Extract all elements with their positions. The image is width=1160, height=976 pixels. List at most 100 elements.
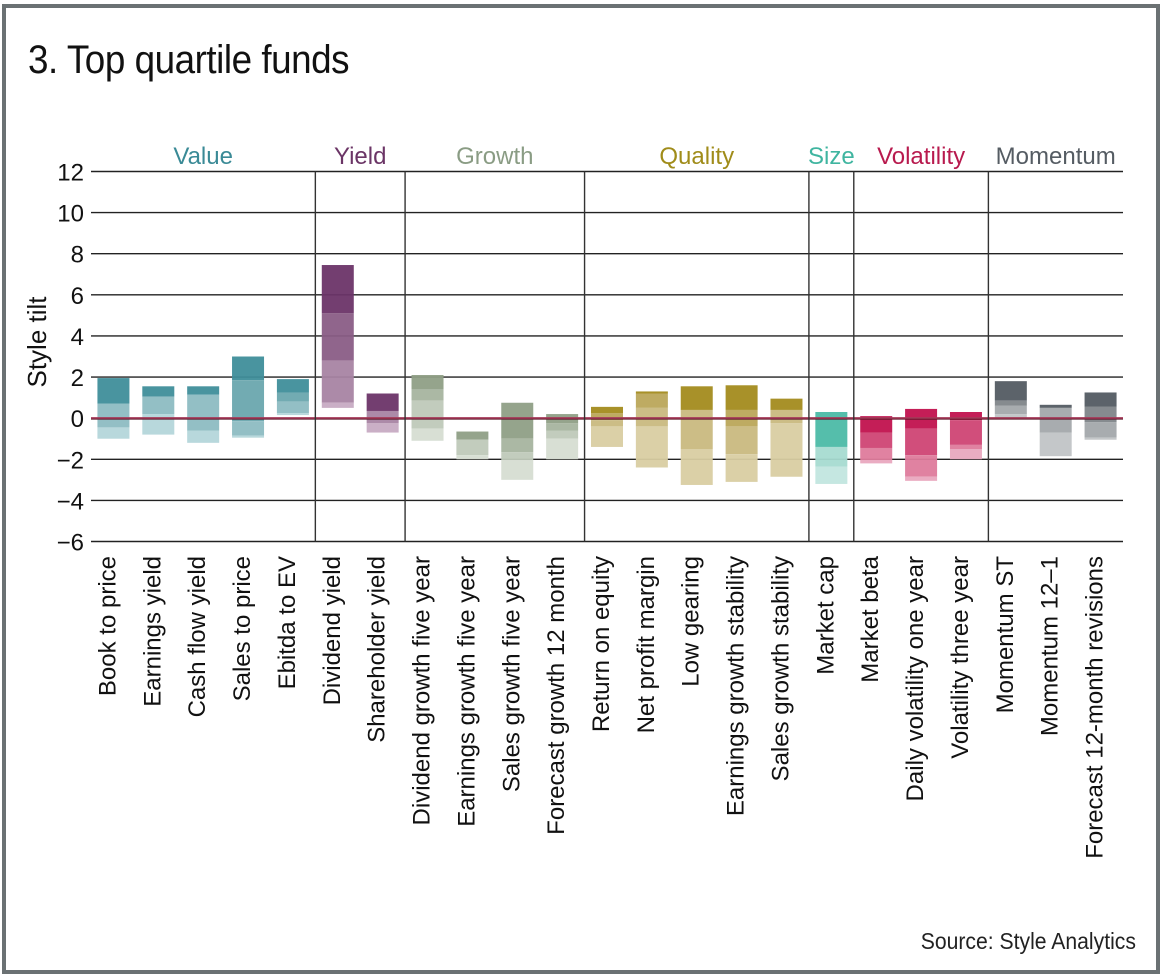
y-tick-label: 12 — [57, 160, 84, 187]
bar-segment — [97, 427, 130, 439]
bar-segment — [321, 402, 354, 408]
bar-segment — [232, 421, 265, 436]
bars — [97, 265, 1117, 485]
bar-segment — [321, 265, 354, 314]
bar-segment — [546, 423, 579, 431]
bar-segment — [411, 375, 444, 390]
y-axis-ticks: 12 10 8 6 4 2 0 −2 −4 −6 — [57, 160, 84, 557]
bar-segment — [456, 431, 489, 440]
bar-segment — [725, 426, 758, 455]
bar-segment — [860, 460, 893, 464]
bar-segment — [546, 438, 579, 460]
y-tick-label: 10 — [57, 201, 84, 228]
bar-segment — [949, 444, 982, 449]
bar-segment — [1084, 422, 1117, 438]
y-tick-label: 4 — [71, 324, 84, 351]
x-tick-label: Low gearing — [678, 556, 705, 687]
bar-segment — [994, 400, 1027, 406]
bar-segment — [1084, 406, 1117, 423]
chart-frame — [2, 4, 1160, 974]
bar-segment — [501, 438, 534, 453]
bar-segment — [1039, 407, 1072, 433]
x-tick-label: Sales to price — [229, 556, 256, 701]
x-tick-label: Ebitda to EV — [274, 556, 301, 689]
bar-segment — [770, 398, 803, 410]
x-tick-label: Cash flow yield — [184, 556, 211, 717]
bar-segment — [142, 396, 175, 415]
bar-segment — [725, 385, 758, 410]
bar-segment — [770, 409, 803, 424]
bar-segment — [232, 380, 265, 422]
bar-segment — [321, 313, 354, 361]
x-tick-label: Market cap — [812, 556, 839, 675]
bar-segment — [411, 389, 444, 401]
y-tick-label: −6 — [57, 530, 84, 557]
bar-segment — [905, 455, 938, 477]
x-tick-label: Sales growth stability — [767, 556, 794, 781]
y-tick-label: 8 — [71, 242, 84, 269]
x-tick-label: Dividend yield — [319, 556, 346, 705]
bar-segment — [366, 393, 399, 411]
y-axis-label: Style tilt — [22, 296, 52, 388]
bar-segment — [725, 454, 758, 482]
bar-segment — [501, 460, 534, 480]
bar-segment — [680, 409, 713, 449]
bar-segment — [949, 449, 982, 460]
bar-segment — [1084, 437, 1117, 440]
bar-segment — [905, 476, 938, 481]
bar-segment — [1039, 432, 1072, 457]
bar-segment — [635, 391, 668, 394]
bar-segment — [635, 426, 668, 468]
bar-segment — [366, 423, 399, 433]
group-header: Momentum — [996, 143, 1116, 170]
chart-title: 3. Top quartile funds — [28, 38, 350, 82]
x-tick-label: Forecast 12-month revisions — [1082, 556, 1109, 859]
bar-segment — [860, 447, 893, 461]
x-tick-label: Return on equity — [588, 556, 615, 732]
group-header: Value — [173, 143, 233, 170]
x-tick-label: Momentum ST — [992, 556, 1019, 714]
bar-segment — [456, 439, 489, 456]
x-tick-label: Dividend growth five year — [409, 556, 436, 825]
x-tick-label: Volatility three year — [947, 556, 974, 759]
x-tick-label: Earnings growth stability — [723, 556, 750, 816]
bar-segment — [546, 430, 579, 439]
x-tick-label: Earnings yield — [139, 556, 166, 707]
bar-segment — [501, 402, 534, 439]
group-header: Yield — [334, 143, 386, 170]
bar-segment — [187, 386, 220, 395]
y-tick-label: −4 — [57, 488, 84, 515]
bar-segment — [815, 446, 848, 467]
bar-segment — [276, 401, 309, 414]
x-tick-label: Sales growth five year — [498, 556, 525, 792]
bar-segment — [635, 393, 668, 408]
group-header: Growth — [456, 143, 533, 170]
bar-segment — [97, 378, 130, 404]
x-tick-label: Book to price — [94, 556, 121, 696]
bar-segment — [591, 420, 623, 427]
bar-segment — [276, 392, 309, 402]
bar-segment — [187, 430, 220, 443]
bar-segment — [949, 412, 982, 421]
bar-segment — [276, 379, 309, 393]
bar-segment — [591, 406, 623, 414]
x-tick-label: Daily volatility one year — [902, 556, 929, 801]
bar-segment — [187, 394, 220, 431]
source-note: Source: Style Analytics — [920, 928, 1136, 954]
bar-segment — [949, 420, 982, 445]
x-tick-label: Momentum 12–1 — [1037, 556, 1064, 736]
group-headers: Value Yield Growth Quality Size Volatility Mom… — [173, 143, 1115, 170]
bar-segment — [1084, 392, 1117, 407]
x-tick-label: Market beta — [857, 555, 884, 682]
bar-segment — [994, 381, 1027, 401]
group-header: Volatility — [877, 143, 965, 170]
bar-segment — [142, 386, 175, 397]
bar-segment — [860, 416, 893, 433]
x-axis-labels: Book to price Earnings yield Cash flow yie… — [94, 555, 1108, 858]
group-separators — [314, 171, 990, 542]
group-header: Size — [808, 143, 855, 170]
bar-segment — [411, 400, 444, 429]
bar-segment — [860, 432, 893, 448]
bar-segment — [994, 414, 1027, 420]
